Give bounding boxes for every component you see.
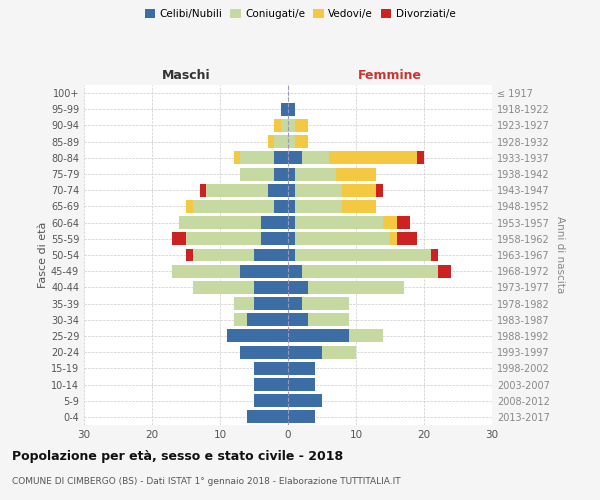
Bar: [247, 314, 288, 326]
Bar: [308, 314, 349, 326]
Bar: [288, 232, 295, 245]
Bar: [254, 394, 288, 407]
Text: Femmine: Femmine: [358, 70, 422, 82]
Bar: [349, 330, 383, 342]
Bar: [186, 232, 261, 245]
Bar: [254, 248, 288, 262]
Bar: [431, 248, 437, 262]
Bar: [397, 232, 417, 245]
Bar: [200, 184, 206, 196]
Bar: [288, 119, 295, 132]
Bar: [288, 248, 295, 262]
Bar: [343, 184, 376, 196]
Bar: [288, 330, 349, 342]
Bar: [417, 152, 424, 164]
Bar: [295, 248, 431, 262]
Text: Popolazione per età, sesso e stato civile - 2018: Popolazione per età, sesso e stato civil…: [12, 450, 343, 463]
Bar: [295, 184, 343, 196]
Bar: [186, 200, 193, 213]
Bar: [193, 248, 254, 262]
Bar: [295, 216, 383, 229]
Bar: [288, 135, 295, 148]
Bar: [288, 346, 322, 358]
Bar: [193, 200, 274, 213]
Bar: [193, 281, 254, 294]
Bar: [206, 184, 268, 196]
Bar: [302, 264, 437, 278]
Bar: [308, 281, 404, 294]
Bar: [295, 119, 308, 132]
Bar: [322, 346, 356, 358]
Bar: [233, 314, 247, 326]
Bar: [274, 119, 281, 132]
Bar: [247, 410, 288, 424]
Bar: [295, 135, 308, 148]
Bar: [288, 264, 302, 278]
Text: COMUNE DI CIMBERGO (BS) - Dati ISTAT 1° gennaio 2018 - Elaborazione TUTTITALIA.I: COMUNE DI CIMBERGO (BS) - Dati ISTAT 1° …: [12, 478, 401, 486]
Bar: [390, 232, 397, 245]
Bar: [437, 264, 451, 278]
Bar: [186, 248, 193, 262]
Bar: [241, 152, 274, 164]
Bar: [288, 297, 302, 310]
Bar: [254, 281, 288, 294]
Bar: [227, 330, 288, 342]
Bar: [254, 297, 288, 310]
Bar: [233, 152, 241, 164]
Y-axis label: Fasce di età: Fasce di età: [38, 222, 48, 288]
Bar: [288, 152, 302, 164]
Bar: [268, 135, 274, 148]
Bar: [295, 168, 335, 180]
Bar: [288, 200, 295, 213]
Legend: Celibi/Nubili, Coniugati/e, Vedovi/e, Divorziati/e: Celibi/Nubili, Coniugati/e, Vedovi/e, Di…: [140, 5, 460, 24]
Bar: [288, 184, 295, 196]
Bar: [288, 281, 308, 294]
Bar: [179, 216, 261, 229]
Bar: [295, 232, 390, 245]
Bar: [343, 200, 376, 213]
Bar: [288, 314, 308, 326]
Bar: [274, 168, 288, 180]
Bar: [261, 232, 288, 245]
Bar: [274, 135, 288, 148]
Bar: [288, 216, 295, 229]
Bar: [241, 168, 274, 180]
Bar: [302, 152, 329, 164]
Bar: [288, 394, 322, 407]
Bar: [241, 346, 288, 358]
Bar: [274, 200, 288, 213]
Bar: [281, 103, 288, 116]
Bar: [288, 410, 315, 424]
Bar: [295, 200, 343, 213]
Bar: [254, 362, 288, 375]
Bar: [172, 264, 241, 278]
Bar: [383, 216, 397, 229]
Bar: [376, 184, 383, 196]
Bar: [302, 297, 349, 310]
Y-axis label: Anni di nascita: Anni di nascita: [555, 216, 565, 294]
Bar: [335, 168, 376, 180]
Bar: [288, 103, 295, 116]
Bar: [281, 119, 288, 132]
Bar: [288, 378, 315, 391]
Bar: [329, 152, 417, 164]
Bar: [233, 297, 254, 310]
Bar: [268, 184, 288, 196]
Bar: [172, 232, 186, 245]
Text: Maschi: Maschi: [161, 70, 211, 82]
Bar: [254, 378, 288, 391]
Bar: [274, 152, 288, 164]
Bar: [261, 216, 288, 229]
Bar: [397, 216, 410, 229]
Bar: [241, 264, 288, 278]
Bar: [288, 168, 295, 180]
Bar: [288, 362, 315, 375]
